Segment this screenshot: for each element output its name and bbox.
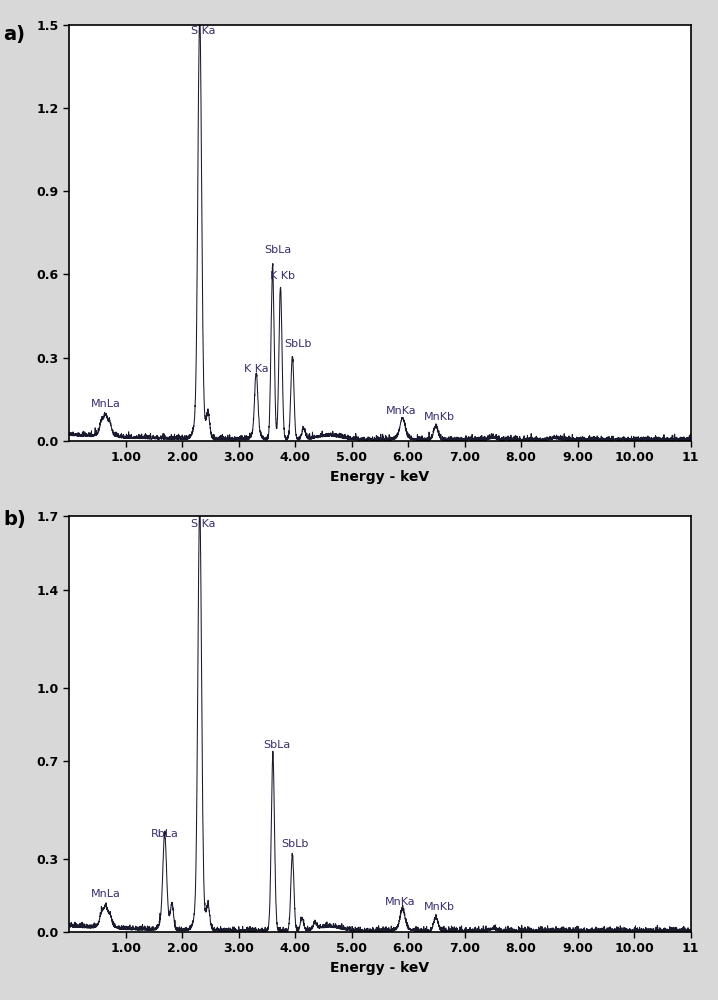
Text: a): a) xyxy=(4,25,26,44)
Text: S Ka: S Ka xyxy=(191,519,215,529)
X-axis label: Energy - keV: Energy - keV xyxy=(330,961,429,975)
Text: MnKb: MnKb xyxy=(424,412,455,422)
Text: MnLa: MnLa xyxy=(90,399,121,409)
Text: K Kb: K Kb xyxy=(270,271,295,281)
Text: b): b) xyxy=(4,510,27,529)
Text: RbLa: RbLa xyxy=(151,829,179,839)
Text: S Ka: S Ka xyxy=(191,26,215,36)
Text: MnKb: MnKb xyxy=(424,902,454,912)
Text: MnKa: MnKa xyxy=(386,406,416,416)
Text: SbLb: SbLb xyxy=(281,839,309,849)
Text: SbLb: SbLb xyxy=(284,339,312,349)
Text: K Ka: K Ka xyxy=(244,364,269,374)
Text: MnKa: MnKa xyxy=(384,897,415,907)
Text: SbLa: SbLa xyxy=(264,740,291,750)
Text: MnLa: MnLa xyxy=(90,889,121,899)
Text: SbLa: SbLa xyxy=(265,245,292,255)
X-axis label: Energy - keV: Energy - keV xyxy=(330,470,429,484)
